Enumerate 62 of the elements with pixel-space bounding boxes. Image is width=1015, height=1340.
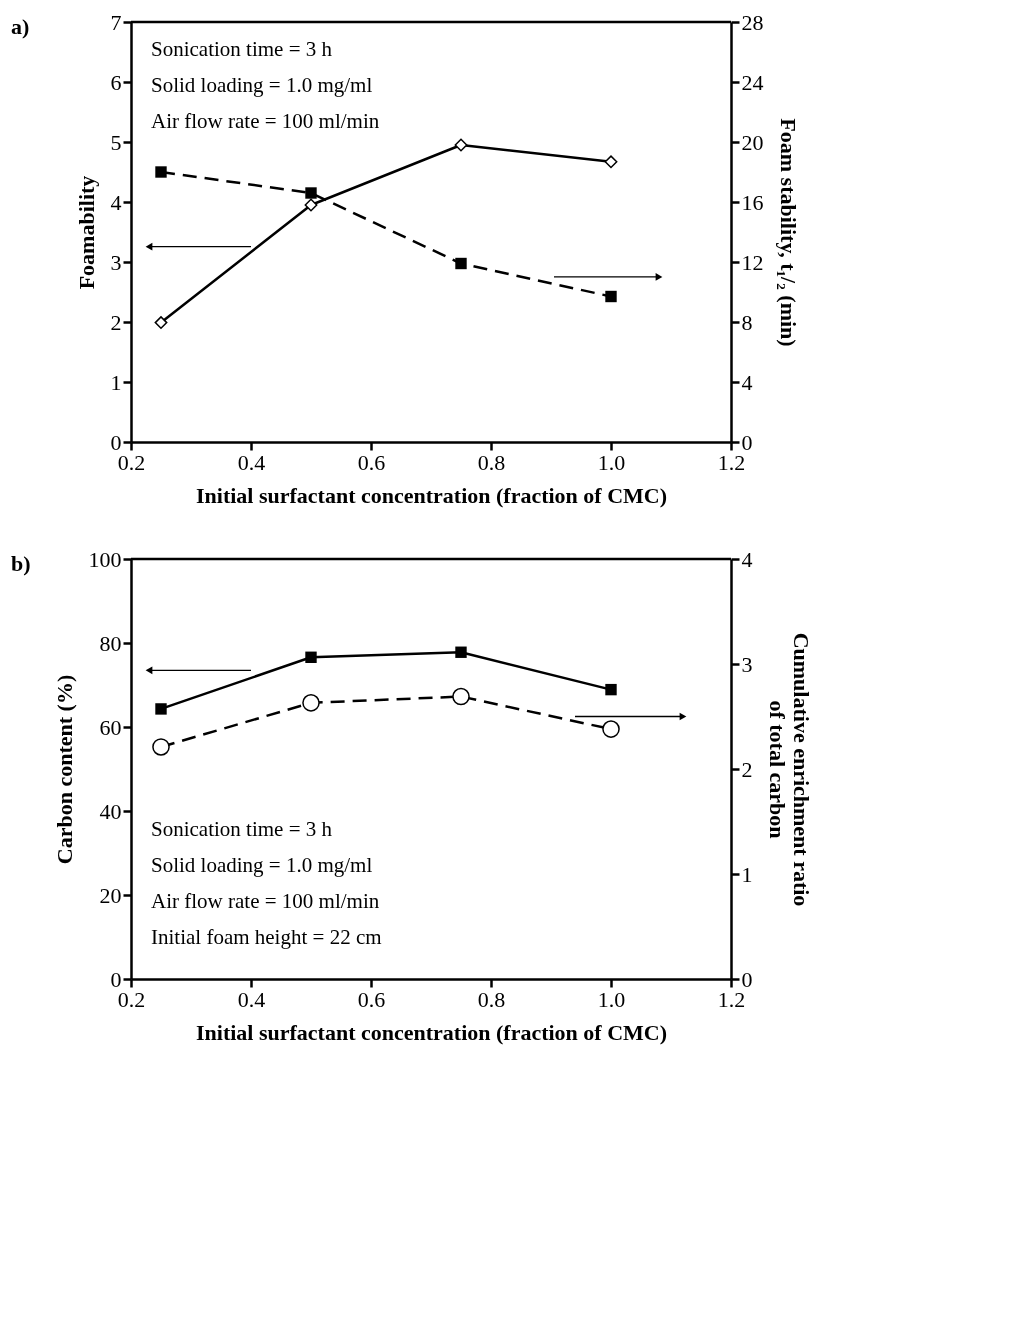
y-tick-label: 7 — [110, 9, 122, 35]
point — [304, 198, 318, 212]
point — [455, 646, 467, 658]
y2-axis-title: Cumulative enrichment ratio of total carbon — [764, 632, 814, 907]
annotation: Sonication time = 3 h — [151, 37, 333, 61]
y2-tick-label: 3 — [741, 651, 753, 677]
point — [452, 687, 470, 706]
y2-axis-title: Foam stability, t₁/₂ (min) — [775, 118, 801, 347]
point — [605, 683, 617, 696]
y2-tick-label: 16 — [741, 189, 764, 215]
x-tick-label: 0.6 — [357, 986, 386, 1012]
x-tick-label: 0.8 — [477, 986, 506, 1012]
y-tick-label: 100 — [88, 546, 122, 572]
point — [302, 694, 320, 712]
y-tick-label: 80 — [99, 630, 122, 656]
x-tick-label: 1.0 — [597, 986, 626, 1012]
y2-tick-label: 1 — [741, 861, 753, 887]
y-tick-label: 5 — [110, 129, 122, 155]
point — [155, 166, 167, 178]
text: b) — [11, 551, 31, 576]
text: a) — [11, 14, 30, 39]
point — [305, 187, 317, 199]
x-tick-label: 0.8 — [477, 449, 506, 475]
point — [155, 703, 167, 715]
y-tick-label: 4 — [110, 189, 122, 215]
point — [305, 651, 317, 663]
x-tick-label: 1.0 — [597, 449, 626, 475]
annotation: Solid loading = 1.0 mg/ml — [151, 73, 373, 97]
point — [454, 138, 468, 152]
annotation: Initial foam height = 22 cm — [151, 925, 382, 949]
y2-tick-label: 8 — [741, 309, 753, 335]
y2-tick-label: 4 — [741, 369, 753, 395]
point — [602, 720, 620, 738]
x-tick-label: 0.6 — [357, 449, 386, 475]
y-tick-label: 6 — [110, 69, 122, 95]
point — [152, 738, 170, 756]
y-tick-label: 2 — [110, 309, 122, 335]
x-tick-label: 0.4 — [237, 449, 266, 475]
y-axis-title: Foamability — [73, 175, 99, 290]
y2-tick-label: 24 — [741, 69, 764, 95]
x-tick-label: 0.4 — [237, 986, 266, 1012]
point — [455, 257, 467, 270]
x-axis-title: Initial surfactant concentration (fraction of CMC) — [195, 482, 668, 508]
y-tick-label: 20 — [99, 882, 122, 908]
y-tick-label: 1 — [110, 369, 122, 395]
y2-tick-label: 4 — [741, 546, 753, 572]
annotation: Solid loading = 1.0 mg/ml — [151, 853, 373, 877]
y-axis-title: Carbon content (%) — [51, 674, 77, 865]
annotation: Air flow rate = 100 ml/min — [151, 109, 380, 133]
y-tick-label: 40 — [99, 798, 122, 824]
y-tick-label: 60 — [99, 714, 122, 740]
annotation: Sonication time = 3 h — [151, 817, 333, 841]
y2-tick-label: 2 — [741, 756, 753, 782]
x-axis-title: Initial surfactant concentration (fraction of CMC) — [195, 1019, 668, 1045]
point — [154, 316, 168, 330]
point — [604, 155, 618, 169]
annotation: Air flow rate = 100 ml/min — [151, 889, 380, 913]
point — [605, 290, 617, 303]
y2-tick-label: 28 — [741, 9, 764, 35]
y-tick-label: 3 — [110, 249, 122, 275]
y2-tick-label: 20 — [741, 129, 764, 155]
y2-tick-label: 12 — [741, 249, 764, 275]
